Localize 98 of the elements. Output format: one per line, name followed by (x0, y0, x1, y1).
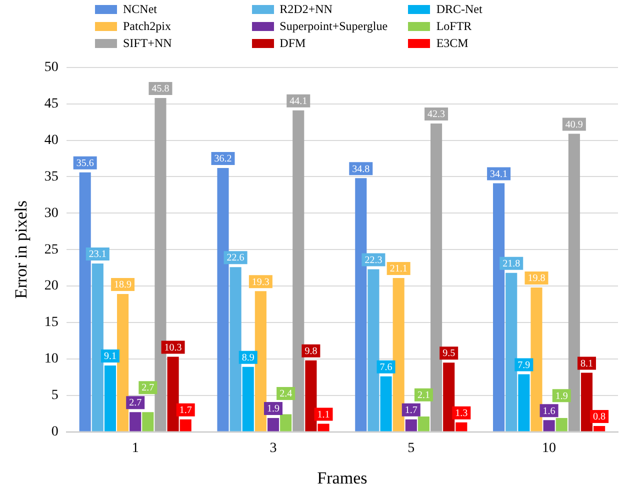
bar (117, 294, 129, 432)
x-tick-label: 1 (132, 440, 139, 456)
data-label: 9.5 (442, 348, 456, 360)
bar (318, 424, 330, 432)
data-label: 1.9 (555, 390, 568, 402)
y-tick-label: 20 (44, 278, 58, 294)
data-label: 34.8 (352, 164, 370, 175)
data-label: 1.3 (455, 408, 468, 419)
bar (305, 360, 317, 432)
data-label: 2.4 (280, 388, 292, 400)
data-label: 1.1 (317, 409, 330, 420)
data-label: 44.1 (290, 96, 308, 108)
x-tick-label: 10 (542, 440, 556, 456)
bar (405, 419, 417, 432)
legend-label: SIFT+NN (123, 36, 172, 51)
data-label: 0.8 (593, 412, 606, 423)
data-label: 21.8 (502, 258, 520, 270)
y-tick-label: 35 (44, 169, 58, 184)
bar (380, 376, 392, 432)
legend-label: Patch2pix (123, 19, 171, 34)
data-label: 9.8 (304, 346, 318, 358)
bar (456, 422, 468, 432)
data-label: 10.3 (164, 342, 182, 354)
data-label: 1.7 (179, 405, 192, 416)
legend-label: DRC-Net (436, 2, 482, 17)
data-label: 19.8 (528, 273, 546, 284)
data-label: 7.9 (518, 360, 530, 371)
y-tick-label: 15 (44, 315, 58, 330)
bar (180, 419, 192, 432)
data-label: 45.8 (152, 84, 170, 95)
bar (280, 414, 292, 432)
bar (267, 418, 280, 432)
data-label: 2.7 (129, 398, 142, 409)
legend-label: DFM (280, 36, 306, 51)
y-tick-label: 10 (44, 352, 58, 367)
data-label: 9.1 (104, 351, 116, 362)
data-label: 21.1 (390, 264, 408, 275)
bar (292, 110, 304, 432)
y-tick-label: 25 (44, 242, 58, 258)
data-label: 8.1 (580, 358, 593, 370)
data-label: 2.7 (142, 382, 154, 394)
bar (568, 134, 580, 432)
bar (443, 362, 455, 432)
legend-label: R2D2+NN (280, 2, 332, 17)
bar (355, 178, 367, 432)
data-label: 36.2 (214, 154, 232, 165)
y-tick-label: 40 (44, 132, 58, 148)
bar (230, 267, 242, 432)
bar (217, 168, 229, 432)
data-label: 1.7 (404, 405, 418, 416)
data-label: 2.1 (417, 390, 430, 402)
data-label: 23.1 (88, 249, 106, 260)
y-axis-title: Error in pixels (12, 200, 31, 299)
legend-label: Superpoint+Superglue (280, 19, 388, 34)
bar (92, 263, 104, 432)
bar (543, 420, 555, 432)
bar (493, 183, 505, 432)
bar (254, 291, 266, 432)
y-tick-label: 0 (51, 424, 58, 440)
y-tick-label: 30 (44, 206, 58, 221)
data-label: 8.9 (242, 352, 254, 364)
data-label: 1.6 (542, 406, 556, 417)
bar (556, 418, 568, 432)
data-label: 19.3 (252, 276, 270, 288)
bar (167, 356, 179, 432)
data-label: 35.6 (76, 158, 94, 169)
bar (154, 98, 166, 432)
bar (506, 272, 518, 432)
data-label: 18.9 (114, 280, 132, 291)
bar (104, 365, 116, 432)
bar (368, 269, 380, 432)
bar (518, 374, 530, 432)
bar (530, 288, 542, 432)
data-label: 1.9 (267, 404, 280, 415)
bar (130, 412, 142, 432)
y-tick-label: 50 (44, 60, 58, 76)
data-label: 7.6 (380, 362, 392, 374)
y-tick-label: 5 (51, 388, 58, 404)
data-label: 42.3 (428, 109, 446, 120)
x-tick-label: 5 (408, 440, 415, 456)
data-label: 34.1 (490, 168, 508, 180)
bar (142, 412, 154, 432)
x-tick-label: 3 (270, 440, 277, 456)
legend-label: NCNet (123, 2, 157, 17)
bar (430, 124, 442, 432)
data-label: 22.6 (226, 252, 244, 264)
data-label: 40.9 (565, 119, 583, 130)
legend-label: LoFTR (436, 19, 472, 34)
bar (392, 278, 404, 432)
legend-label: E3CM (436, 36, 468, 51)
bar (79, 172, 91, 432)
x-axis-title: Frames (317, 468, 368, 488)
bar (580, 372, 593, 432)
y-tick-label: 45 (44, 96, 58, 112)
bar (594, 426, 606, 432)
data-label: 22.3 (364, 254, 382, 266)
bar (242, 366, 254, 432)
bar (418, 416, 430, 432)
